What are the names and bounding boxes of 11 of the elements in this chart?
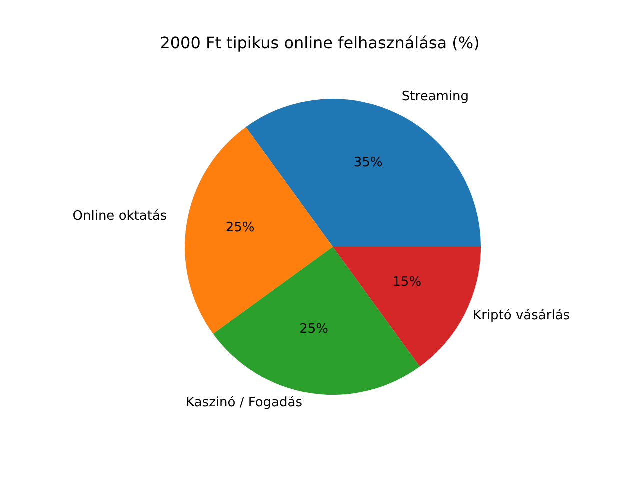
pie-slice: [213, 247, 420, 395]
chart-title: 2000 Ft tipikus online felhasználása (%): [160, 34, 480, 52]
slice-label: Kaszinó / Fogadás: [186, 395, 303, 410]
slice-label: Kriptó vásárlás: [473, 308, 570, 324]
data-label: 35%: [354, 155, 383, 170]
data-label: 15%: [392, 274, 422, 290]
data-label: 25%: [300, 322, 329, 338]
slice-label: Streaming: [402, 89, 470, 104]
data-label: 25%: [226, 220, 255, 236]
pie-slice: [185, 127, 333, 334]
slice-label: Online oktatás: [72, 209, 168, 224]
